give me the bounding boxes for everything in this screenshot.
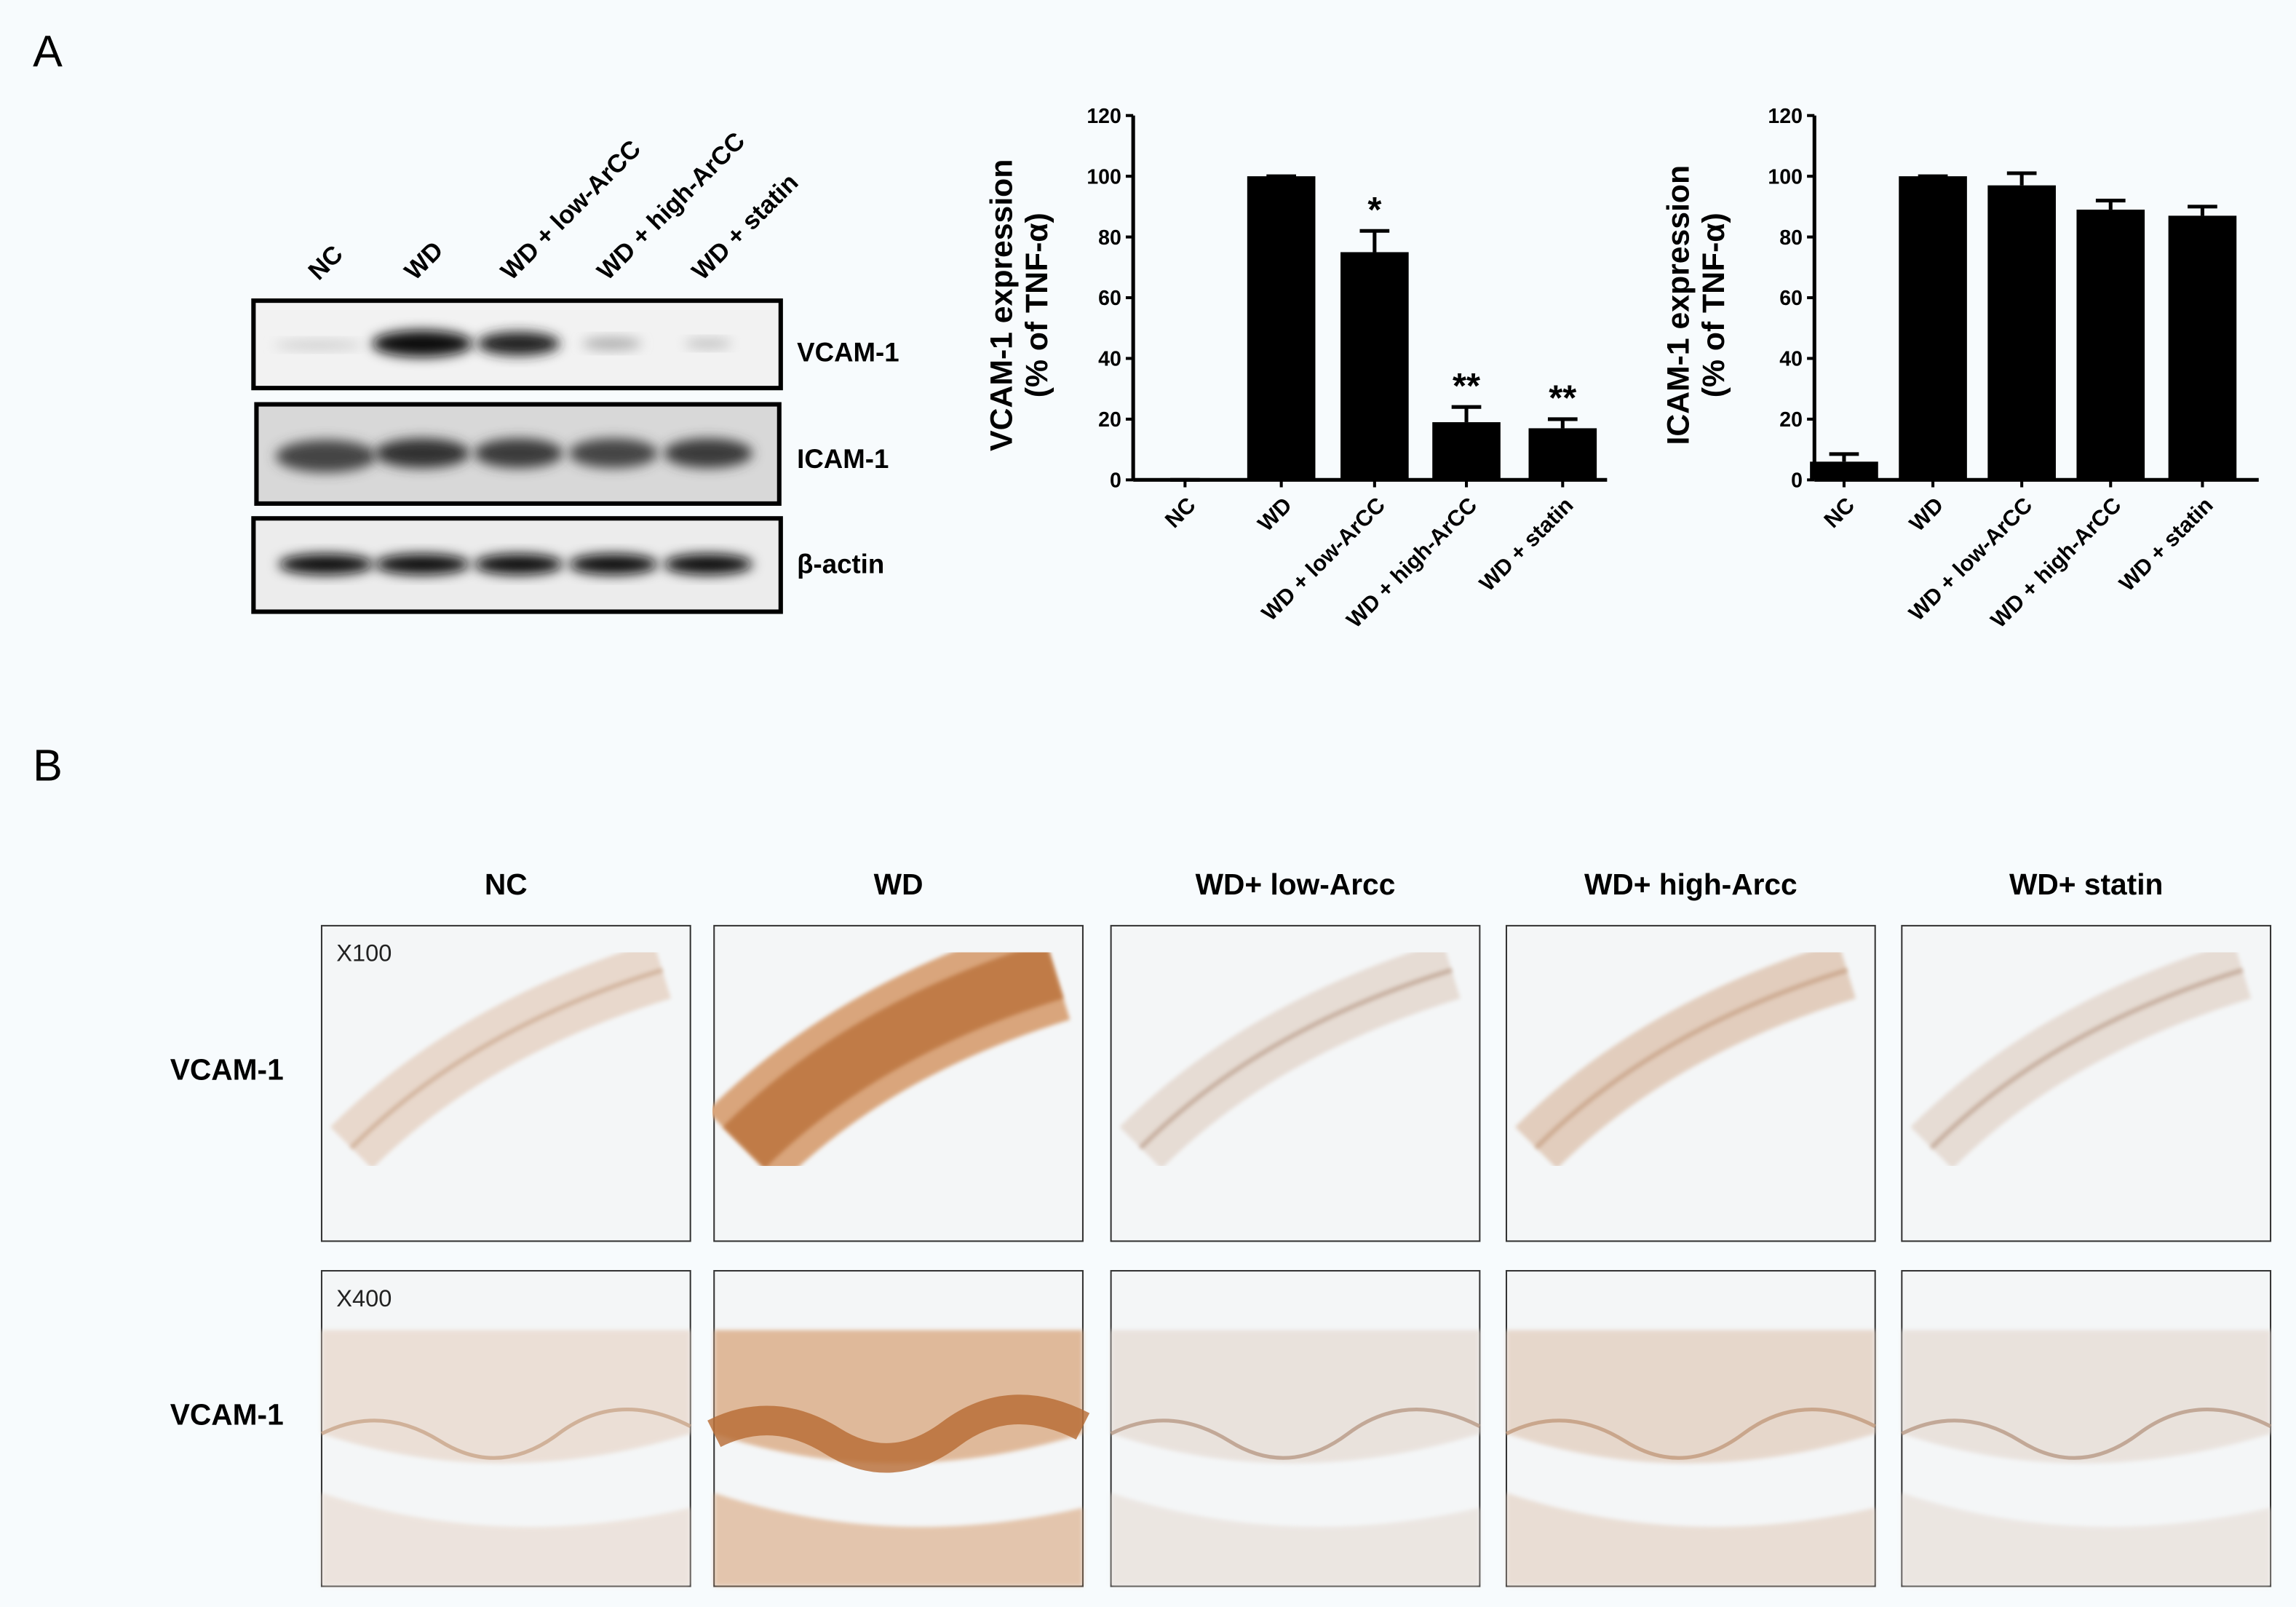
histology-image (1901, 924, 2272, 1242)
bar (1528, 428, 1597, 480)
histology-image (320, 1270, 691, 1587)
y-axis-label: (% of TNF-α) (1696, 213, 1731, 397)
y-axis-label: VCAM-1 expression (984, 159, 1019, 451)
magnification-label: X400 (336, 1285, 392, 1312)
y-tick-label: 20 (1098, 408, 1121, 432)
y-tick-label: 40 (1779, 348, 1803, 371)
y-tick-label: 0 (1791, 469, 1803, 493)
tissue (1506, 1493, 1875, 1587)
y-axis-label: ICAM-1 expression (1661, 165, 1696, 445)
significance-label: ** (1549, 379, 1576, 418)
tissue-edge (1929, 968, 2244, 1150)
histology-image (1110, 924, 1481, 1242)
western-blot (251, 298, 783, 614)
tissue (1902, 1330, 2271, 1464)
y-tick-label: 40 (1098, 348, 1121, 371)
histology-image (707, 1270, 1090, 1587)
tissue-edge (1534, 968, 1848, 1150)
y-tick-label: 100 (1768, 165, 1803, 189)
significance-label: * (1367, 191, 1381, 230)
histology-image (1901, 1270, 2272, 1587)
bar (1810, 461, 1878, 480)
tissue (321, 1493, 691, 1587)
y-tick-label: 80 (1779, 226, 1803, 250)
bar (2168, 215, 2237, 480)
y-axis-label: (% of TNF-α) (1020, 213, 1054, 397)
tissue-edge (1139, 968, 1453, 1150)
bar (1899, 176, 1967, 480)
tissue-edge (349, 968, 663, 1150)
histology-image (1505, 924, 1876, 1242)
column-label: WD+ low-Arcc (1196, 868, 1396, 901)
histology-image (1505, 1270, 1876, 1587)
histology-image (707, 920, 1084, 1242)
tissue (1902, 1493, 2271, 1587)
y-tick-label: 60 (1098, 287, 1121, 310)
blot-row-label: β-actin (797, 549, 884, 579)
y-tick-label: 0 (1110, 469, 1121, 493)
tissue (714, 1493, 1083, 1587)
tissue (1111, 1330, 1480, 1464)
blot-row-label: ICAM-1 (797, 444, 889, 474)
row-label: VCAM-1 (170, 1398, 284, 1432)
tissue (321, 1330, 691, 1464)
column-label: WD+ high-Arcc (1584, 868, 1798, 901)
tissue (1111, 1493, 1480, 1587)
tissue-edge (320, 1408, 691, 1460)
column-label: WD+ statin (2009, 868, 2163, 901)
row-label: VCAM-1 (170, 1053, 284, 1087)
column-label: NC (485, 868, 528, 901)
y-tick-label: 120 (1087, 105, 1121, 128)
tissue-edge (707, 1394, 1090, 1473)
significance-label: ** (1453, 367, 1480, 406)
histology-image (1110, 1270, 1481, 1587)
y-tick-label: 80 (1098, 226, 1121, 250)
y-tick-label: 100 (1087, 165, 1121, 189)
bar (1432, 422, 1501, 480)
tissue-edge (1505, 1408, 1876, 1460)
blot-row-label: VCAM-1 (797, 338, 899, 368)
panel-label: A (33, 27, 63, 76)
bar (2076, 210, 2145, 480)
tissue-edge (1110, 1408, 1481, 1460)
bar (1340, 252, 1409, 480)
tissue-edge (723, 942, 1064, 1169)
bar (1247, 176, 1316, 480)
y-tick-label: 20 (1779, 408, 1803, 432)
tissue-edge (1901, 1408, 2272, 1460)
histology-image (320, 924, 691, 1242)
y-tick-label: 120 (1768, 105, 1803, 128)
tissue (1506, 1330, 1875, 1464)
column-label: WD (874, 868, 923, 901)
bar (1987, 185, 2056, 480)
panel-label: B (33, 740, 63, 790)
y-tick-label: 60 (1779, 287, 1803, 310)
magnification-label: X100 (336, 940, 392, 967)
